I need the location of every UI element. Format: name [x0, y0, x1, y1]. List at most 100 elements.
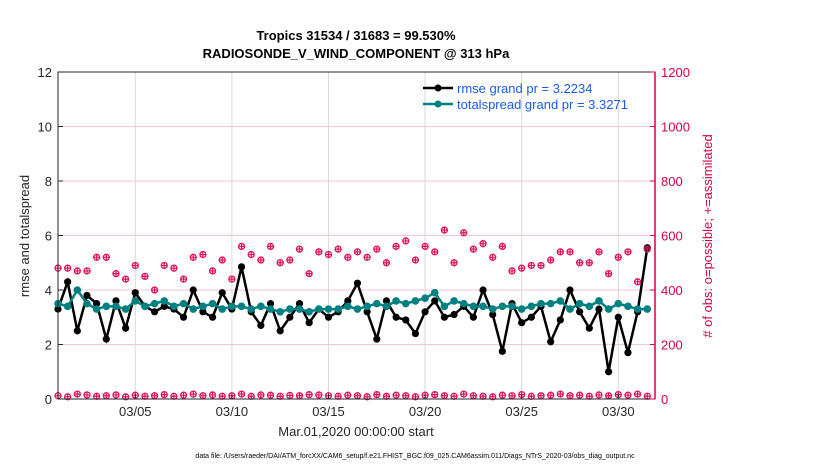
- obs-possible-marker: [450, 259, 458, 267]
- legend: rmse grand pr = 3.2234 totalspread grand…: [423, 81, 628, 112]
- obs-assimilated-marker: [624, 391, 632, 399]
- data-point: [624, 349, 632, 357]
- obs-assimilated-marker: [218, 392, 226, 400]
- obs-possible-marker: [614, 253, 622, 261]
- obs-possible-marker: [489, 253, 497, 261]
- marker-plus: [547, 392, 554, 399]
- obs-possible-marker: [537, 261, 545, 270]
- marker-plus: [344, 254, 351, 261]
- series-1: [54, 286, 652, 316]
- obs-assimilated-marker: [257, 391, 265, 399]
- marker-plus: [441, 227, 448, 234]
- data-point: [605, 368, 613, 376]
- marker-plus: [74, 391, 81, 398]
- data-point: [199, 308, 207, 316]
- obs-assimilated-marker: [498, 391, 507, 399]
- obs-possible-marker: [527, 261, 535, 270]
- data-point: [199, 302, 207, 311]
- marker-plus: [141, 393, 148, 400]
- data-point: [401, 299, 410, 308]
- marker-plus: [373, 391, 380, 398]
- data-point: [382, 297, 391, 305]
- data-point: [643, 305, 652, 313]
- data-point: [324, 313, 333, 321]
- marker-plus: [624, 248, 631, 255]
- data-point: [489, 310, 497, 319]
- marker-plus: [277, 393, 284, 400]
- marker-plus: [190, 391, 197, 398]
- marker-plus: [644, 246, 651, 253]
- data-point: [286, 313, 294, 321]
- marker-plus: [566, 392, 573, 399]
- marker-plus: [383, 393, 390, 400]
- data-point: [189, 286, 197, 294]
- data-point: [479, 286, 487, 294]
- obs-assimilated-marker: [73, 390, 81, 398]
- obs-possible-marker: [469, 245, 478, 253]
- x-tick-label: 03/30: [602, 404, 635, 419]
- marker-plus: [306, 270, 313, 277]
- obs-possible-marker: [121, 275, 130, 283]
- obs-assimilated-marker: [353, 392, 362, 400]
- marker-plus: [460, 391, 467, 398]
- data-point: [411, 330, 420, 338]
- obs-assimilated-marker: [160, 390, 168, 399]
- obs-possible-marker: [373, 245, 381, 253]
- obs-possible-marker: [479, 240, 487, 248]
- data-point: [257, 302, 265, 311]
- marker-plus: [170, 265, 177, 272]
- obs-possible-marker: [64, 264, 72, 272]
- obs-possible-marker: [363, 253, 371, 261]
- marker-plus: [161, 391, 168, 398]
- data-point: [170, 302, 178, 311]
- obs-possible-marker: [547, 256, 555, 264]
- y-tick-label: 0: [45, 392, 52, 407]
- marker-plus: [74, 267, 81, 274]
- data-point: [83, 291, 91, 300]
- y-tick-label: 8: [45, 174, 52, 189]
- obs-possible-marker: [315, 248, 323, 256]
- grid: [58, 72, 655, 399]
- data-point: [576, 308, 584, 316]
- obs-possible-marker: [566, 248, 574, 256]
- data-point: [450, 310, 458, 319]
- marker-plus: [431, 391, 438, 398]
- obs-assimilated-marker: [566, 392, 574, 400]
- obs-possible-marker: [431, 248, 439, 256]
- data-point: [546, 299, 555, 308]
- obs-assimilated-marker: [170, 392, 178, 400]
- chart-title: Tropics 31534 / 31683 = 99.530%: [256, 28, 456, 43]
- marker-plus: [460, 229, 467, 236]
- data-point: [411, 297, 420, 305]
- obs-possible-marker: [150, 286, 159, 294]
- data-point: [93, 300, 101, 308]
- x-tick-label: 03/05: [119, 404, 152, 419]
- data-file-note: data file: /Users/raeder/DAI/ATM_forcXX/…: [195, 453, 635, 460]
- marker-plus: [344, 392, 351, 399]
- obs-possible-marker: [218, 256, 226, 264]
- data-point: [218, 289, 226, 297]
- y-tick-label: 6: [45, 229, 52, 244]
- data-point: [64, 278, 72, 286]
- obs-possible-marker: [421, 242, 429, 251]
- marker-plus: [257, 257, 264, 264]
- data-point: [556, 297, 565, 305]
- data-point: [315, 305, 323, 313]
- data-point: [402, 316, 410, 324]
- data-point: [566, 305, 574, 313]
- marker-plus: [112, 270, 119, 277]
- marker-plus: [248, 251, 255, 258]
- obs-assimilated-marker: [469, 392, 478, 400]
- obs-assimilated-marker: [373, 390, 381, 399]
- data-point: [218, 305, 227, 313]
- x-tick-label: 03/25: [505, 404, 538, 419]
- legend-marker-totalspread: [434, 100, 442, 108]
- obs-assimilated-marker: [633, 390, 642, 398]
- data-point: [575, 299, 584, 308]
- marker-plus: [93, 393, 100, 400]
- obs-possible-marker: [595, 248, 603, 256]
- marker-plus: [509, 392, 516, 399]
- obs-assimilated-marker: [392, 391, 400, 399]
- data-point: [633, 305, 642, 313]
